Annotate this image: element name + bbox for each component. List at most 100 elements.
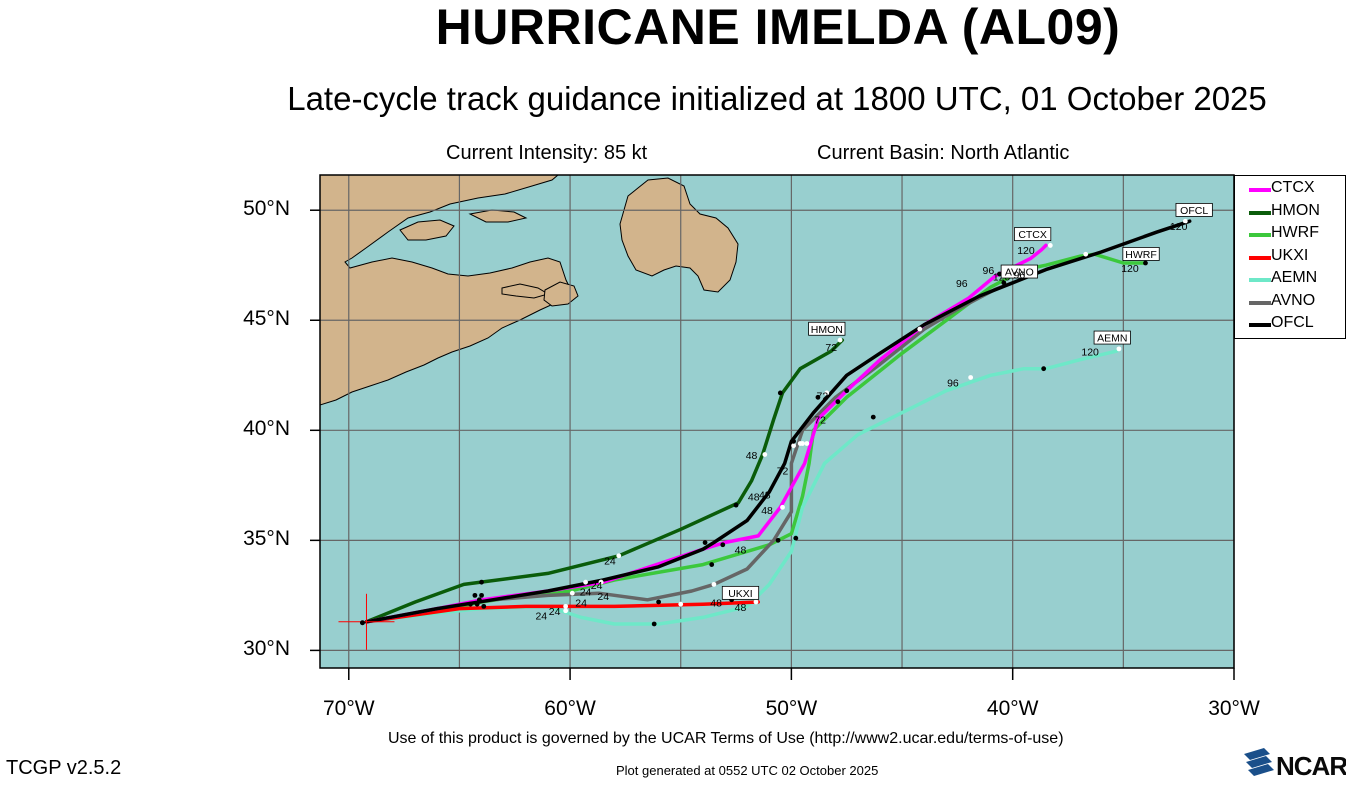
axis-ticks: [310, 209, 1235, 680]
legend-swatch: [1249, 323, 1271, 327]
track-tag-ofcl: OFCL: [1180, 205, 1208, 217]
track-point: [678, 601, 684, 607]
track-point: [870, 414, 876, 420]
legend-label: HMON: [1271, 201, 1320, 219]
forecast-hour-label: 24: [575, 597, 587, 609]
track-point: [775, 537, 781, 543]
track-point: [563, 603, 569, 609]
track-hmon: [364, 338, 845, 624]
legend-item-ctcx: CTCX: [1249, 178, 1345, 198]
forecast-hour-label: 72: [825, 342, 837, 354]
track-point: [474, 601, 480, 607]
track-tag-box: [1093, 330, 1131, 345]
x-tick-label: 70°W: [322, 697, 375, 720]
map-frame: [319, 174, 1235, 669]
forecast-hour-label: 72: [777, 465, 789, 477]
track-point: [1116, 346, 1122, 352]
forecast-hour-label: 96: [983, 265, 995, 277]
x-tick-label: 40°W: [986, 697, 1039, 720]
track-tag-box: [1122, 247, 1160, 261]
forecast-hour-label: 48: [710, 597, 722, 609]
track-point: [917, 326, 923, 332]
forecast-hour-label: 120: [1017, 245, 1035, 257]
track-avno: [364, 281, 1015, 624]
ocean-area: [320, 175, 1234, 668]
current-intensity: Current Intensity: 85 kt: [446, 142, 648, 164]
legend-item-aemn: AEMN: [1249, 268, 1345, 288]
forecast-hour-label: 24: [535, 611, 547, 623]
land-mainland: [320, 175, 573, 406]
track-point: [968, 375, 974, 380]
track-point: [815, 394, 821, 400]
land-newfoundland: [619, 177, 739, 293]
ncar-logo-text: NCAR: [1276, 751, 1346, 781]
page-subtitle: Late-cycle track guidance initialized at…: [287, 80, 1267, 117]
track-point: [791, 438, 796, 444]
page-title: HURRICANE IMELDA (AL09): [435, 0, 1121, 55]
x-tick-label: 60°W: [544, 697, 596, 720]
track-point: [733, 502, 739, 508]
y-tick-label: 35°N: [243, 527, 290, 551]
track-point: [753, 599, 759, 605]
y-tick-label: 45°N: [243, 307, 290, 331]
legend-item-avno: AVNO: [1249, 291, 1345, 311]
track-point: [711, 581, 717, 587]
y-tick-label: 50°N: [243, 197, 290, 221]
forecast-hour-label: 120: [1081, 346, 1099, 358]
current-basin: Current Basin: North Atlantic: [817, 142, 1070, 164]
track-point: [997, 271, 1002, 277]
y-tick-label: 30°N: [243, 637, 290, 661]
legend-swatch: [1249, 300, 1271, 305]
legend-label: HWRF: [1271, 224, 1319, 241]
track-ukxi: [364, 600, 760, 624]
forecast-hour-label: 24: [549, 606, 561, 618]
forecast-hour-label: 24: [604, 556, 616, 568]
label-layer: 24484872HMON48120HWRF120AEMN48120AVNO242…: [338, 203, 1213, 650]
forecast-hour-label: 96: [1013, 269, 1025, 281]
track-point: [563, 608, 569, 614]
legend-item-ofcl: OFCL: [1249, 313, 1345, 333]
track-point: [583, 579, 588, 585]
generated-time: Plot generated at 0552 UTC 02 October 20…: [616, 763, 879, 778]
track-tag-hwrf: HWRF: [1125, 249, 1157, 261]
forecast-hour-label: 48: [759, 490, 771, 502]
forecast-hour-label: 72: [817, 390, 829, 402]
legend-label: CTCX: [1271, 179, 1315, 196]
track-point: [835, 399, 841, 405]
track-point: [793, 535, 799, 541]
track-point: [762, 452, 768, 457]
track-tag-ukxi: UKXI: [728, 588, 753, 600]
forecast-hour-label: 120: [1121, 263, 1139, 275]
track-point: [1143, 260, 1148, 266]
track-point: [797, 441, 803, 446]
legend-item-hwrf: HWRF: [1249, 223, 1345, 243]
track-point: [651, 621, 657, 627]
legend-label: AVNO: [1271, 291, 1316, 309]
legend-label: UKXI: [1271, 246, 1309, 264]
forecast-hour-label: 24: [580, 586, 592, 598]
track-tag-avno: AVNO: [1005, 267, 1034, 279]
track-tag-box: [808, 321, 846, 336]
track-point: [1083, 251, 1089, 257]
track-point: [598, 579, 604, 585]
forecast-hour-label: 48: [735, 545, 747, 557]
grid: [320, 175, 1235, 668]
track-tag-box: [1175, 203, 1213, 217]
terms-of-use: Use of this product is governed by the U…: [388, 730, 1064, 747]
track-point: [709, 562, 715, 567]
legend-label: OFCL: [1271, 314, 1314, 331]
land-pei: [501, 283, 550, 299]
forecast-hour-label: 24: [597, 591, 609, 603]
ncar-logo-icon: [1244, 748, 1274, 776]
forecast-hour-label: 120: [1170, 221, 1188, 233]
track-point: [720, 542, 726, 548]
forecast-hour-label: 48: [761, 505, 773, 517]
track-point: [1041, 366, 1047, 372]
legend-swatch: [1249, 210, 1271, 215]
legend-swatch: [1249, 255, 1271, 260]
ncar-logo: NCAR: [1242, 748, 1346, 781]
track-tag-ctcx: CTCX: [1018, 229, 1047, 241]
track-point: [569, 590, 575, 596]
track-point: [1001, 280, 1007, 286]
